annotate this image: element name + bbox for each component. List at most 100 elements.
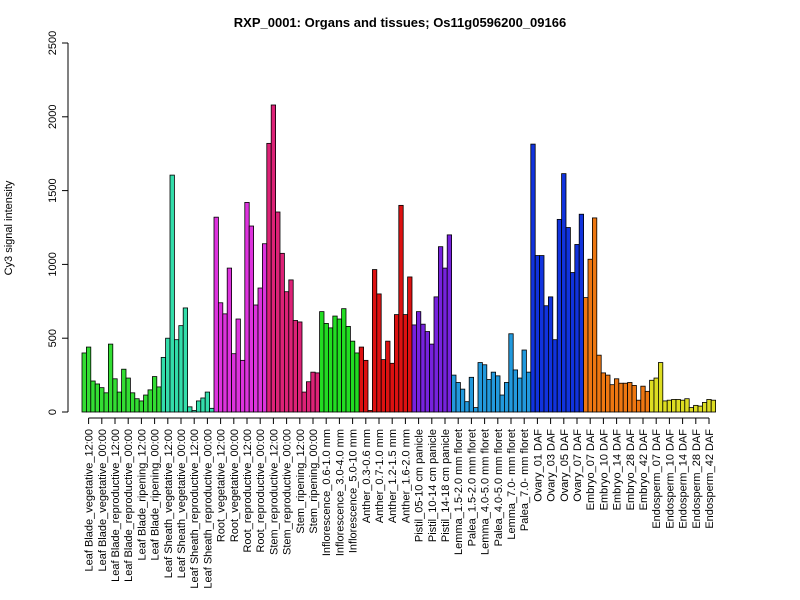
bar [261, 243, 268, 413]
bar [688, 407, 695, 413]
bar [288, 279, 294, 413]
bar [305, 381, 312, 413]
bar [503, 382, 510, 413]
x-tick-label: Palea_4.0-5.0 mm floret [493, 429, 505, 546]
x-tick-label: Stem_reproductive_00:00 [282, 429, 294, 555]
bar [121, 368, 127, 413]
bar-series [81, 104, 717, 413]
x-tick-label: Pistil_05-10 cm panicle [414, 429, 426, 542]
bar [178, 325, 184, 413]
bar [442, 267, 448, 413]
bar [464, 401, 470, 413]
y-tick-label: 2000 [47, 105, 59, 129]
bar [169, 174, 175, 413]
bar [292, 320, 299, 413]
bar [209, 407, 215, 413]
bar [702, 402, 708, 413]
bar [622, 382, 629, 413]
x-tick-label: Embryo_10 DAF [598, 429, 610, 511]
bar [173, 339, 180, 413]
bar [565, 227, 571, 413]
bar [266, 142, 272, 413]
bar [86, 346, 92, 413]
x-tick-label: Leaf Blade_ripening_00:00 [150, 429, 162, 561]
x-tick-label: Palea_7.0- mm floret [519, 429, 531, 531]
bar [415, 311, 422, 413]
bar [204, 391, 210, 413]
bar [662, 400, 668, 413]
bar [323, 323, 329, 413]
bar [680, 399, 686, 413]
bar [336, 318, 343, 413]
x-tick-label: Embryo_07 DAF [585, 429, 597, 511]
chart-title: RXP_0001: Organs and tissues; Os11g05962… [234, 15, 566, 30]
bar [614, 378, 620, 413]
bar [116, 391, 122, 413]
bar [380, 359, 387, 413]
x-tick-label: Leaf Sheath_reproductive_00:00 [202, 429, 214, 589]
bar [407, 276, 413, 413]
bar [90, 380, 96, 413]
x-tick-label: Root_reproductive_00:00 [255, 429, 267, 553]
bar [191, 410, 197, 413]
bar [605, 374, 611, 413]
x-tick-label: Pistil_14-18 cm panicle [440, 429, 452, 542]
bar [534, 255, 541, 413]
bar [517, 377, 523, 413]
x-tick-label: Embryo_42 DAF [638, 429, 650, 511]
x-tick-label: Inflorescence_5.0-10 mm [348, 429, 360, 553]
bar [530, 143, 536, 413]
bar [248, 225, 254, 413]
x-tick-label: Anther_1.2-1.5 mm [387, 429, 399, 523]
bar [636, 399, 642, 413]
bar [570, 272, 576, 413]
x-tick-label: Anther_0.3-0.6 mm [361, 429, 373, 523]
bar [239, 359, 246, 413]
bar [283, 291, 290, 413]
bar [486, 379, 492, 413]
x-tick-label: Inflorescence_3.0-4.0 mm [334, 429, 346, 556]
bar [376, 293, 382, 413]
bar [235, 318, 241, 413]
bar [618, 382, 624, 413]
bar [658, 362, 664, 413]
x-tick-label: Lemma_1.5-2.0 mm floret [453, 429, 465, 555]
bar [165, 337, 171, 413]
bar [349, 340, 356, 413]
bar [354, 352, 360, 413]
x-tick-label: Endosperm_14 DAF [678, 429, 690, 529]
bar [420, 323, 426, 413]
x-tick-label: Stem_reproductive_12:00 [268, 429, 280, 555]
bar [455, 382, 461, 413]
bar [195, 400, 202, 413]
bar [187, 406, 193, 413]
bar [108, 343, 114, 413]
bar [574, 244, 580, 413]
bar [389, 362, 395, 413]
x-tick-label: Ovary_03 DAF [546, 429, 558, 502]
x-tick-label: Root_vegetative_12:00 [216, 429, 228, 542]
x-tick-label: Anther_0.7-1.0 mm [374, 429, 386, 523]
bar [561, 173, 567, 413]
bar [693, 404, 699, 413]
bar [552, 339, 558, 413]
bar [275, 211, 281, 413]
bar [125, 377, 131, 413]
bar [649, 379, 655, 413]
bar [710, 399, 717, 413]
bar [424, 331, 431, 413]
bar [548, 296, 554, 413]
bar [451, 374, 457, 413]
bar [358, 346, 365, 413]
x-tick-label: Leaf Blade_vegetative_12:00 [84, 429, 96, 572]
bar [627, 382, 633, 413]
bar [666, 399, 673, 413]
bar [706, 399, 712, 413]
bar [556, 218, 563, 413]
bar [147, 389, 153, 413]
bar [539, 255, 545, 413]
bar [433, 296, 439, 413]
bar [495, 375, 501, 413]
bar [644, 390, 651, 413]
